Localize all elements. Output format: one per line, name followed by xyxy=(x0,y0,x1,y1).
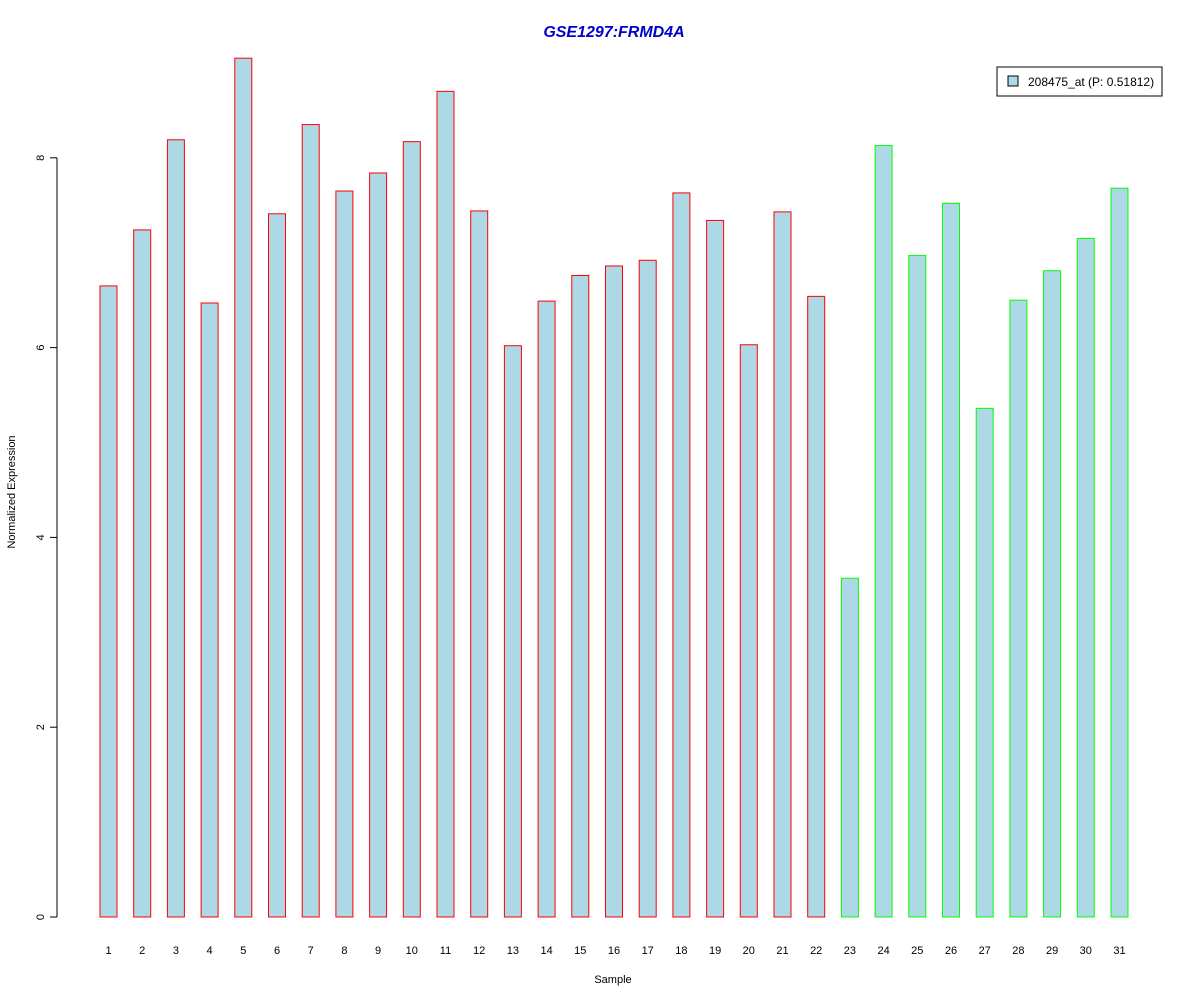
bar xyxy=(268,213,286,918)
bar xyxy=(1009,299,1028,918)
bar xyxy=(942,202,960,918)
x-tick-labels: 1 2 3 4 5 6 7 8 9 10 11 12 13 14 15 16 17 18 19 20 21 22 23 24 2… xyxy=(105,945,1125,957)
x-tick-label: 4 xyxy=(207,945,213,957)
x-tick-label: 31 xyxy=(1113,945,1125,957)
x-tick-label: 29 xyxy=(1046,945,1058,957)
x-tick-label: 27 xyxy=(979,945,991,957)
bar xyxy=(840,577,859,918)
bar xyxy=(369,172,388,918)
x-axis-label: Sample xyxy=(594,974,631,986)
chart-title: GSE1297:FRMD4A xyxy=(543,24,684,41)
bar xyxy=(335,190,354,918)
x-tick-label: 22 xyxy=(810,945,822,957)
bar xyxy=(1043,270,1062,918)
x-tick-label: 28 xyxy=(1012,945,1024,957)
bar xyxy=(402,141,421,918)
x-tick-label: 12 xyxy=(473,945,485,957)
x-tick-label: 15 xyxy=(574,945,586,957)
bar xyxy=(503,345,522,918)
y-tick-label: 4 xyxy=(35,534,47,540)
x-tick-label: 5 xyxy=(240,945,246,957)
bar xyxy=(436,90,455,918)
y-tick-label: 8 xyxy=(35,155,47,161)
y-tick-label: 0 xyxy=(35,914,47,920)
x-tick-label: 18 xyxy=(675,945,687,957)
bar xyxy=(739,344,758,918)
x-tick-label: 14 xyxy=(540,945,552,957)
legend-box xyxy=(996,66,1163,97)
bars-group xyxy=(99,57,1129,918)
y-tick-label: 2 xyxy=(35,724,47,730)
bar xyxy=(1110,187,1129,918)
bar xyxy=(571,274,590,918)
bar xyxy=(908,255,927,918)
y-axis: 0 2 4 6 8 xyxy=(35,155,58,920)
bar xyxy=(200,302,219,918)
bar xyxy=(537,300,556,918)
bar xyxy=(638,259,657,918)
x-tick-label: 21 xyxy=(776,945,788,957)
bar xyxy=(234,57,253,918)
bar xyxy=(1076,237,1095,918)
x-tick-label: 19 xyxy=(709,945,721,957)
x-tick-label: 16 xyxy=(608,945,620,957)
bar xyxy=(975,407,994,918)
x-tick-label: 23 xyxy=(844,945,856,957)
x-tick-label: 9 xyxy=(375,945,381,957)
bar xyxy=(874,144,893,918)
bar xyxy=(166,139,185,918)
x-tick-label: 10 xyxy=(406,945,418,957)
x-tick-label: 11 xyxy=(440,945,451,957)
x-tick-label: 17 xyxy=(642,945,654,957)
x-tick-label: 7 xyxy=(308,945,314,957)
bar xyxy=(470,210,489,918)
x-tick-label: 24 xyxy=(877,945,889,957)
bar xyxy=(99,285,118,918)
bar xyxy=(773,211,792,918)
x-tick-label: 2 xyxy=(139,945,145,957)
x-tick-label: 25 xyxy=(911,945,923,957)
x-tick-label: 13 xyxy=(507,945,519,957)
x-tick-label: 8 xyxy=(341,945,347,957)
bar xyxy=(301,124,320,918)
legend-swatch xyxy=(1007,75,1019,87)
legend: 208475_at (P: 0.51812) xyxy=(996,66,1163,97)
x-tick-label: 20 xyxy=(743,945,755,957)
bar xyxy=(706,219,725,918)
x-tick-label: 30 xyxy=(1080,945,1092,957)
bar xyxy=(133,229,152,918)
y-axis-label: Normalized Expression xyxy=(6,435,18,548)
x-tick-label: 6 xyxy=(274,945,280,957)
legend-label: 208475_at (P: 0.51812) xyxy=(1028,75,1154,89)
bar xyxy=(605,265,623,918)
y-tick-label: 6 xyxy=(35,345,47,351)
bar xyxy=(807,295,826,918)
x-tick-label: 26 xyxy=(945,945,957,957)
x-tick-label: 1 xyxy=(105,945,111,957)
bar xyxy=(672,192,691,918)
x-tick-label: 3 xyxy=(173,945,179,957)
